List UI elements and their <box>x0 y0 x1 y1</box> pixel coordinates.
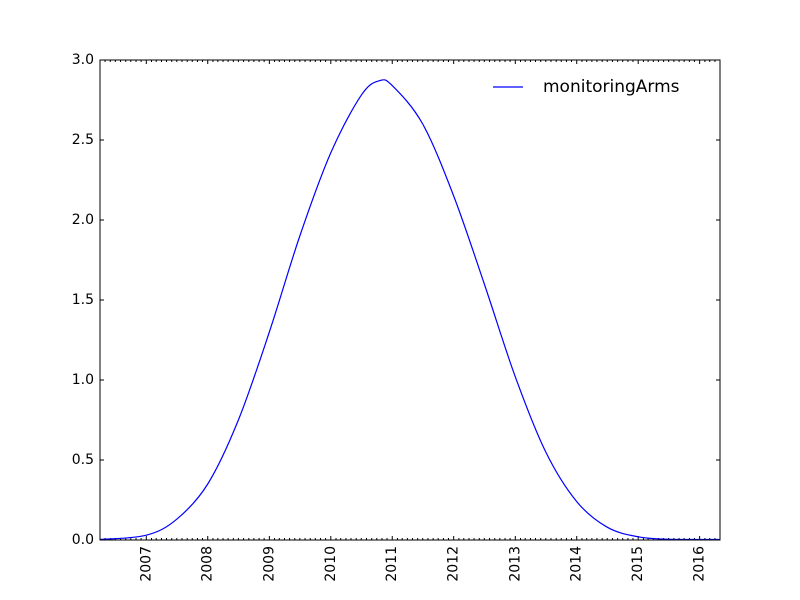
x-tick-label-2007: 2007 <box>138 546 154 582</box>
x-tick-label-2010: 2010 <box>323 546 339 582</box>
y-tick-label: 3.0 <box>72 52 94 68</box>
y-tick-label: 1.5 <box>72 292 94 308</box>
series-line-monitoringArms <box>99 79 721 541</box>
x-tick-label-2013: 2013 <box>507 546 523 582</box>
x-tick-label-2016: 2016 <box>692 546 708 582</box>
y-tick-label: 0.0 <box>72 532 94 548</box>
y-tick-label: 0.5 <box>72 452 94 468</box>
plot-area-background <box>100 60 720 540</box>
legend: monitoringArms <box>493 77 680 97</box>
x-tick-label-2015: 2015 <box>630 546 646 582</box>
x-tick-label-2012: 2012 <box>446 546 462 582</box>
x-tick-label-2008: 2008 <box>200 546 216 582</box>
series-layer <box>99 79 721 541</box>
y-tick-label: 1.0 <box>72 372 94 388</box>
y-tick-label: 2.5 <box>72 132 94 148</box>
y-tick-label: 2.0 <box>72 212 94 228</box>
x-tick-labels: 2007 2008 2009 2010 2011 2012 2013 2014 2015 2016 <box>138 546 707 582</box>
x-tick-label-2011: 2011 <box>384 546 400 582</box>
plot-frame <box>99 59 721 541</box>
x-tick-label-2014: 2014 <box>569 546 585 582</box>
x-tick-label-2009: 2009 <box>261 546 277 582</box>
legend-label: monitoringArms <box>543 77 680 97</box>
y-tick-labels: 0.0 0.5 1.0 1.5 2.0 2.5 3.0 <box>72 52 94 548</box>
